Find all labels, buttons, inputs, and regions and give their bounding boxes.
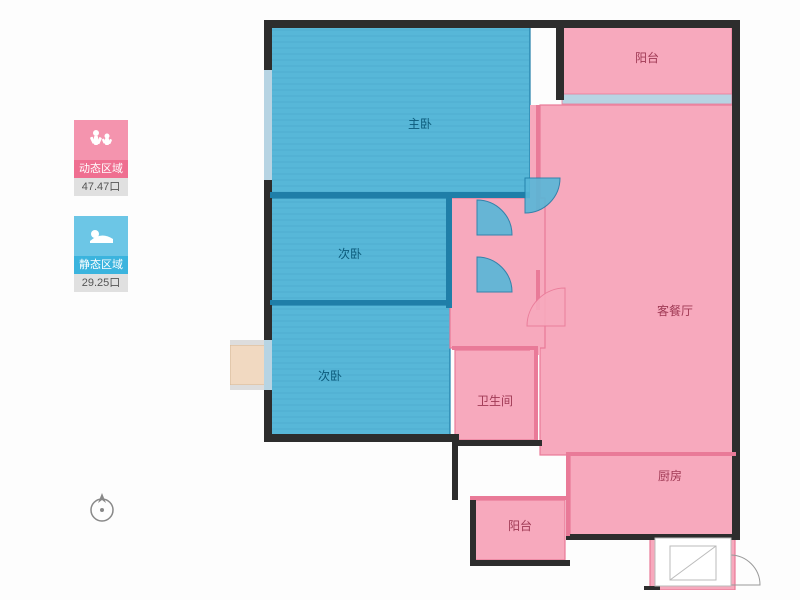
room-balcony_top: 阳台	[562, 26, 732, 98]
legend-static-value: 29.25口	[74, 274, 128, 292]
room-second_bed_2: 次卧	[270, 305, 450, 435]
room-label-master_bed: 主卧	[408, 117, 432, 131]
floor-plan-svg: 阳台主卧次卧次卧客餐厅卫生间厨房阳台	[230, 10, 770, 590]
sleep-icon	[86, 225, 116, 247]
room-label-second_bed_2: 次卧	[318, 369, 342, 383]
room-balcony_bottom: 阳台	[475, 500, 565, 560]
legend-dynamic-label: 动态区域	[74, 160, 128, 178]
legend-dynamic-value: 47.47口	[74, 178, 128, 196]
room-kitchen: 厨房	[570, 455, 735, 535]
legend-static: 静态区域 29.25口	[74, 216, 134, 292]
room-second_bed_1: 次卧	[270, 198, 450, 303]
room-label-balcony_bottom: 阳台	[508, 518, 532, 533]
room-label-balcony_top: 阳台	[635, 50, 659, 65]
legend-panel: 动态区域 47.47口 静态区域 29.25口	[74, 120, 134, 312]
legend-static-swatch	[74, 216, 128, 256]
floor-plan: 阳台主卧次卧次卧客餐厅卫生间厨房阳台	[230, 10, 770, 590]
room-master_bed: 主卧	[270, 26, 530, 196]
legend-static-label: 静态区域	[74, 256, 128, 274]
room-bathroom: 卫生间	[455, 350, 535, 440]
room-label-living: 客餐厅	[657, 303, 693, 318]
legend-dynamic: 动态区域 47.47口	[74, 120, 134, 196]
compass-icon	[85, 490, 119, 529]
room-label-second_bed_1: 次卧	[338, 247, 362, 261]
room-label-bathroom: 卫生间	[477, 394, 513, 408]
people-icon	[86, 127, 116, 153]
legend-dynamic-swatch	[74, 120, 128, 160]
room-living: 客餐厅	[540, 105, 735, 455]
room-label-kitchen: 厨房	[658, 468, 682, 483]
